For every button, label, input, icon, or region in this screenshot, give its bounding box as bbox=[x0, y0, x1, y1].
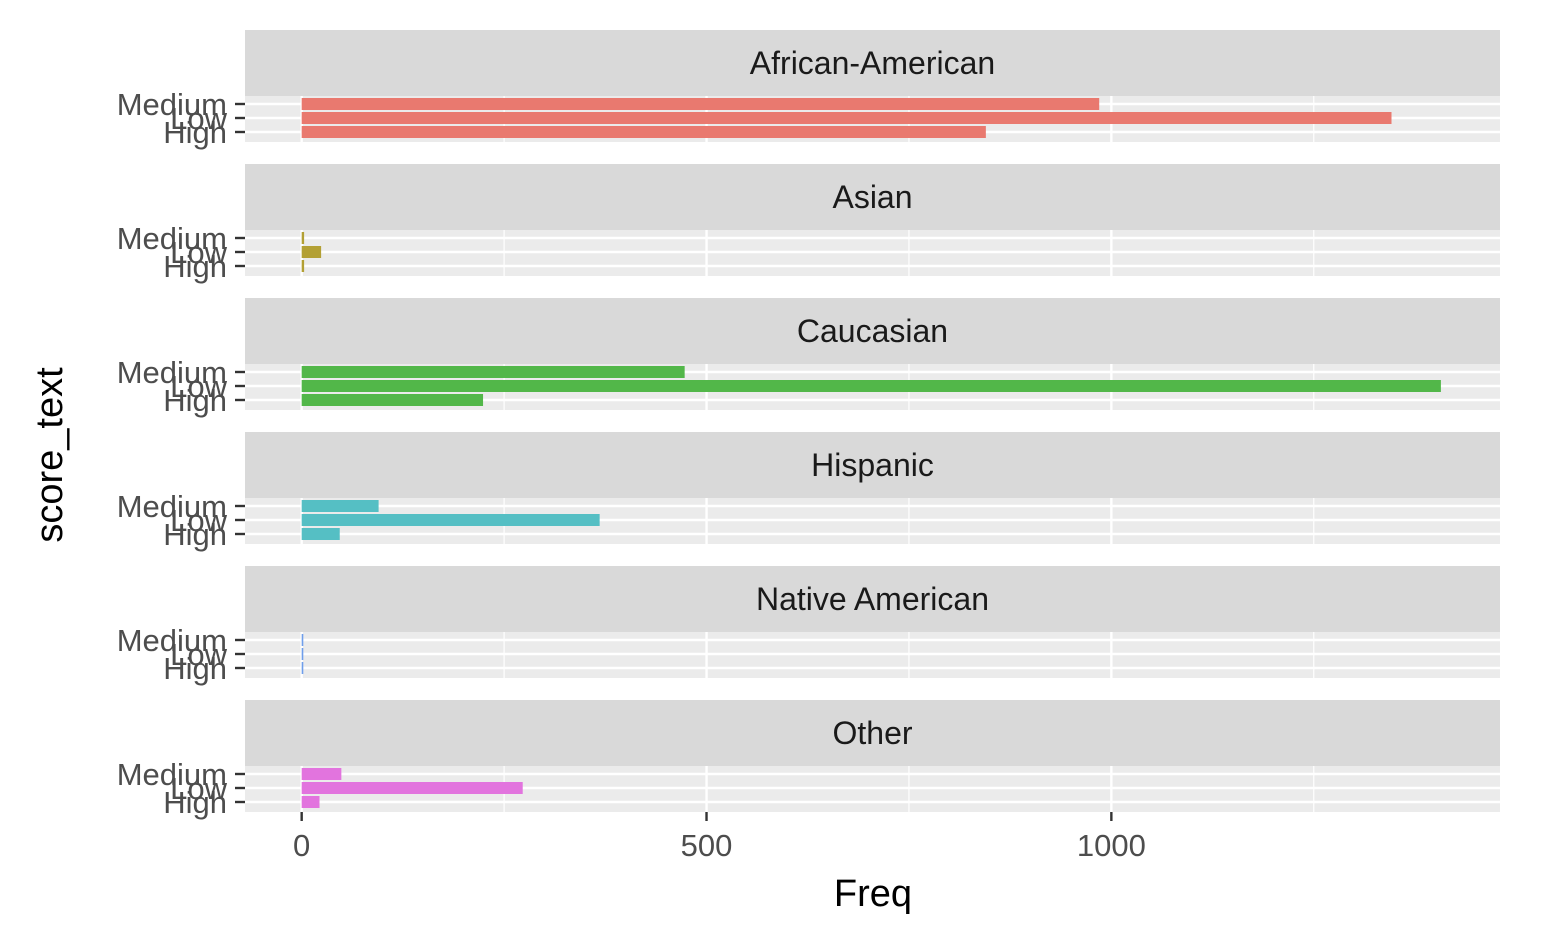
y-tick-label-medium: Medium bbox=[117, 623, 227, 658]
bar-caucasian-high bbox=[301, 394, 484, 406]
bar-caucasian-low bbox=[301, 380, 1441, 392]
y-tick-label-medium: Medium bbox=[117, 757, 227, 792]
bar-other-high bbox=[301, 796, 320, 808]
y-tick-label-low: Low bbox=[170, 369, 227, 404]
x-axis: 0 500 1000 bbox=[293, 812, 1146, 863]
bar-other-medium bbox=[301, 768, 342, 780]
bar-african-american-medium bbox=[301, 98, 1100, 110]
bar-hispanic-medium bbox=[301, 500, 379, 512]
y-tick-label-high: High bbox=[163, 785, 227, 820]
strip-asian bbox=[245, 164, 1500, 230]
bar-african-american-high bbox=[301, 126, 986, 138]
bar-native-american-medium bbox=[301, 634, 304, 646]
y-tick-label-medium: Medium bbox=[117, 489, 227, 524]
bar-asian-high bbox=[301, 260, 305, 272]
strip-label-african-american: African-American bbox=[750, 45, 995, 81]
strip-african-american bbox=[245, 30, 1500, 96]
bar-other-low bbox=[301, 782, 523, 794]
y-tick-label-low: Low bbox=[170, 101, 227, 136]
strip-other bbox=[245, 700, 1500, 766]
strip-label-other: Other bbox=[832, 715, 912, 751]
y-tick-label-high: High bbox=[163, 517, 227, 552]
x-tick-label-500: 500 bbox=[681, 828, 733, 863]
x-axis-title: Freq bbox=[834, 873, 912, 915]
strip-label-native-american: Native American bbox=[756, 581, 989, 617]
y-tick-label-low: Low bbox=[170, 235, 227, 270]
bar-hispanic-low bbox=[301, 514, 600, 526]
y-axis-title: score_text bbox=[29, 367, 71, 543]
strip-label-caucasian: Caucasian bbox=[797, 313, 948, 349]
x-tick-label-0: 0 bbox=[293, 828, 310, 863]
bar-african-american-low bbox=[301, 112, 1392, 124]
y-tick-label-medium: Medium bbox=[117, 221, 227, 256]
x-tick-label-1000: 1000 bbox=[1077, 828, 1146, 863]
y-tick-label-low: Low bbox=[170, 637, 227, 672]
bar-caucasian-medium bbox=[301, 366, 685, 378]
bar-asian-low bbox=[301, 246, 322, 258]
bar-native-american-high bbox=[301, 662, 304, 674]
y-tick-label-medium: Medium bbox=[117, 355, 227, 390]
y-tick-label-high: High bbox=[163, 383, 227, 418]
y-tick-label-low: Low bbox=[170, 503, 227, 538]
strip-hispanic bbox=[245, 432, 1500, 498]
bar-asian-medium bbox=[301, 232, 305, 244]
bar-native-american-low bbox=[301, 648, 304, 660]
y-tick-label-low: Low bbox=[170, 771, 227, 806]
strip-native-american bbox=[245, 566, 1500, 632]
y-tick-label-high: High bbox=[163, 249, 227, 284]
strip-label-hispanic: Hispanic bbox=[811, 447, 934, 483]
y-tick-label-medium: Medium bbox=[117, 87, 227, 122]
bar-hispanic-high bbox=[301, 528, 340, 540]
y-tick-label-high: High bbox=[163, 651, 227, 686]
y-tick-label-high: High bbox=[163, 115, 227, 150]
strip-caucasian bbox=[245, 298, 1500, 364]
chart-panels: African-AmericanMediumLowHighAsianMedium… bbox=[117, 30, 1500, 820]
strip-label-asian: Asian bbox=[832, 179, 912, 215]
